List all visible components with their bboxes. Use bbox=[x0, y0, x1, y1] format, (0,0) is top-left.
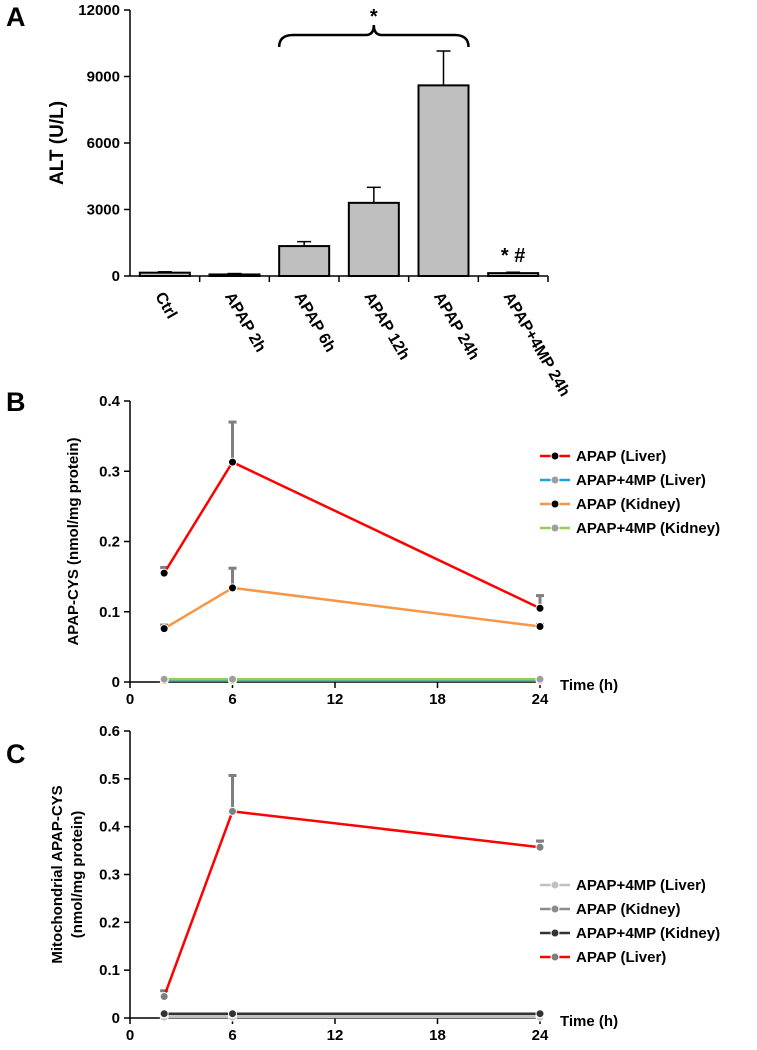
data-point bbox=[159, 568, 169, 578]
x-tick-label: 6 bbox=[228, 691, 236, 708]
bar bbox=[417, 84, 470, 277]
y-tick-label: 0.6 bbox=[99, 723, 120, 740]
legend-swatch-marker bbox=[550, 451, 560, 461]
x-tick-label: 6 bbox=[228, 1027, 236, 1044]
line-chart-apap-cys: 0 0.1 0.2 0.3 0.4 0 6 12 18 24 Time (h) APAP (Liver… bbox=[65, 393, 720, 708]
y-axis-title-line2: (nmol/mg protein) bbox=[69, 811, 86, 939]
data-point bbox=[228, 806, 237, 816]
y-tick-label: 0.4 bbox=[99, 393, 121, 410]
panel-label-c: C bbox=[6, 739, 26, 769]
legend-swatch-marker bbox=[550, 928, 560, 938]
category-label: APAP 6h bbox=[291, 290, 339, 356]
y-tick-label: 0.3 bbox=[99, 463, 120, 480]
y-tick-label: 0.3 bbox=[99, 867, 120, 884]
x-tick-label: 12 bbox=[327, 691, 344, 708]
y-tick-label: 0.2 bbox=[99, 914, 120, 931]
data-point bbox=[228, 583, 237, 593]
data-point bbox=[159, 674, 169, 684]
bar bbox=[208, 273, 261, 278]
y-tick-label: 0.1 bbox=[99, 962, 120, 979]
category-label: APAP 12h bbox=[360, 290, 412, 363]
y-tick-label: 3000 bbox=[87, 202, 120, 219]
category-label: APAP+4MP 24h bbox=[500, 290, 573, 400]
legend-label: APAP+4MP (Kidney) bbox=[576, 520, 720, 537]
y-tick-label: 9000 bbox=[87, 69, 120, 86]
significance-marks: * # bbox=[501, 245, 525, 267]
data-point bbox=[535, 842, 545, 852]
y-tick-label: 0.1 bbox=[99, 604, 120, 621]
bar bbox=[138, 271, 191, 277]
x-axis-title: Time (h) bbox=[560, 677, 618, 694]
significance-bracket bbox=[277, 24, 470, 48]
series-line bbox=[163, 460, 541, 610]
x-axis-title: Time (h) bbox=[560, 1013, 618, 1030]
data-point bbox=[228, 674, 237, 684]
legend-swatch-marker bbox=[550, 475, 560, 485]
x-tick-label: 18 bbox=[429, 691, 446, 708]
data-point bbox=[159, 991, 169, 1001]
y-tick-label: 0 bbox=[112, 268, 120, 285]
panel-label-b: B bbox=[6, 387, 26, 417]
line-chart-mito-apap-cys: 0 0.1 0.2 0.3 0.4 0.5 0.6 0 6 12 18 24 Time (h) APAP+… bbox=[49, 723, 720, 1044]
y-tick-label: 0.2 bbox=[99, 534, 120, 551]
data-point bbox=[535, 674, 545, 684]
legend-swatch-marker bbox=[550, 880, 560, 890]
legend-swatch-marker bbox=[550, 523, 560, 533]
y-axis-title: APAP-CYS (nmol/mg protein) bbox=[65, 437, 82, 645]
series-line bbox=[163, 586, 541, 630]
y-axis-title-line1: Mitochondrial APAP-CYS bbox=[49, 785, 66, 963]
y-tick-label: 0.5 bbox=[99, 771, 120, 788]
bar-chart-alt: 0 3000 6000 9000 12000 ALT (U/L) Ctrl APAP 2h AP… bbox=[47, 2, 573, 400]
x-tick-label: 12 bbox=[327, 1027, 344, 1044]
legend-swatch-marker bbox=[550, 499, 560, 509]
y-tick-label: 0 bbox=[112, 674, 120, 691]
y-tick-label: 0.4 bbox=[99, 819, 121, 836]
legend-label: APAP (Kidney) bbox=[576, 496, 680, 513]
data-point bbox=[535, 1009, 545, 1019]
series-line bbox=[162, 810, 541, 997]
legend-swatch-marker bbox=[550, 904, 560, 914]
y-tick-label: 6000 bbox=[87, 135, 120, 152]
x-tick-label: 18 bbox=[429, 1027, 446, 1044]
x-tick-label: 0 bbox=[126, 1027, 134, 1044]
x-tick-label: 0 bbox=[126, 691, 134, 708]
data-point bbox=[159, 624, 169, 634]
legend-label: APAP (Liver) bbox=[576, 448, 666, 465]
data-point bbox=[228, 1009, 237, 1019]
bar bbox=[487, 272, 540, 278]
y-tick-label: 12000 bbox=[78, 2, 120, 19]
legend-label: APAP+4MP (Liver) bbox=[576, 472, 706, 489]
legend-label: APAP (Kidney) bbox=[576, 901, 680, 918]
data-point bbox=[228, 457, 237, 467]
category-label: APAP 2h bbox=[221, 290, 269, 356]
y-tick-label: 0 bbox=[112, 1010, 120, 1027]
legend-swatch-marker bbox=[550, 952, 560, 962]
data-point bbox=[535, 622, 545, 632]
bar bbox=[278, 245, 331, 277]
legend-label: APAP (Liver) bbox=[576, 949, 666, 966]
panel-label-a: A bbox=[6, 2, 26, 32]
x-tick-label: 24 bbox=[532, 1027, 549, 1044]
legend-label: APAP+4MP (Kidney) bbox=[576, 925, 720, 942]
bar bbox=[347, 201, 400, 278]
data-point bbox=[159, 1009, 169, 1019]
category-label: APAP 24h bbox=[430, 290, 482, 363]
significance-star: * bbox=[370, 6, 378, 28]
category-label: Ctrl bbox=[151, 290, 180, 322]
legend-label: APAP+4MP (Liver) bbox=[576, 877, 706, 894]
data-point bbox=[535, 603, 545, 613]
x-tick-label: 24 bbox=[532, 691, 549, 708]
y-axis-title: ALT (U/L) bbox=[47, 101, 68, 185]
